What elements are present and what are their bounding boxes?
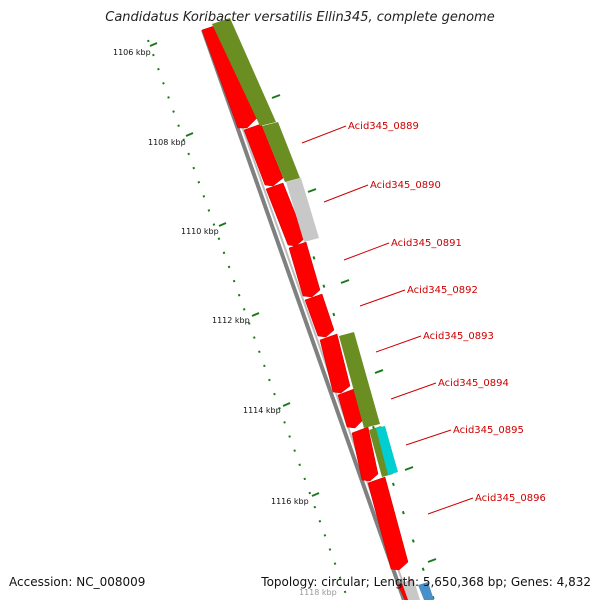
cog-band-blue — [418, 582, 434, 600]
leader-line — [427, 497, 474, 515]
leader-line — [359, 289, 406, 307]
gene-labels: Acid345_0889 Acid345_0890 Acid345_0891 A… — [348, 121, 546, 504]
cog-band-olive — [212, 18, 276, 126]
leader-line — [301, 125, 347, 144]
gene-label: Acid345_0893 — [423, 331, 494, 342]
accession-label: Accession: — [9, 575, 73, 589]
leader-line — [390, 382, 437, 400]
outer-ring-dots — [233, 29, 435, 600]
ruler-label: 1108 kbp — [148, 138, 186, 147]
cog-band-cyan — [376, 426, 398, 475]
outer-ring-ticks — [271, 94, 437, 563]
gene-arrow — [288, 241, 321, 298]
ruler-tick — [251, 312, 260, 317]
gene-label: Acid345_0892 — [407, 285, 478, 296]
genome-stats: Topology: circular; Length: 5,650,368 bp… — [261, 575, 591, 589]
topology-value: circular; — [321, 575, 370, 589]
ruler-label: 1114 kbp — [243, 406, 281, 415]
gene-arrow — [319, 333, 351, 394]
genes-value: 4,832 — [556, 575, 591, 589]
gene-arrow — [351, 426, 379, 482]
length-value: 5,650,368 bp; — [422, 575, 508, 589]
ruler-label: 1106 kbp — [113, 48, 151, 57]
leader-lines — [301, 125, 474, 515]
ruler-label: 1118 kbp — [299, 588, 337, 597]
gene-label: Acid345_0890 — [370, 180, 441, 191]
topology-label: Topology: — [261, 575, 318, 589]
cog-band-grey — [286, 178, 319, 242]
cog-band-grey — [402, 580, 420, 600]
ruler-dots — [147, 39, 349, 600]
ruler-label: 1112 kbp — [212, 316, 250, 325]
ruler-label: 1110 kbp — [181, 227, 219, 236]
ruler-tick — [282, 402, 291, 407]
leader-line — [405, 429, 452, 446]
outer-tick — [307, 188, 317, 193]
genes-label: Genes: — [510, 575, 553, 589]
ruler-label: 1116 kbp — [271, 497, 309, 506]
leader-line — [323, 184, 369, 203]
gene-arrow — [304, 293, 335, 338]
cog-band-olive — [339, 332, 380, 428]
outer-tick — [404, 466, 414, 471]
backbone-outer — [201, 29, 406, 600]
gene-label: Acid345_0889 — [348, 121, 419, 132]
length-label: Length: — [373, 575, 420, 589]
ruler-tick — [311, 492, 320, 497]
gene-label: Acid345_0895 — [453, 425, 524, 436]
outer-tick — [427, 558, 437, 563]
gene-label: Acid345_0891 — [391, 238, 462, 249]
gene-arrow — [265, 182, 306, 247]
gene-arrow — [367, 476, 409, 571]
gene-label: Acid345_0894 — [438, 378, 509, 389]
outer-tick — [374, 369, 384, 374]
outer-tick — [271, 94, 281, 99]
ruler-ticks — [149, 42, 320, 497]
leader-line — [343, 242, 390, 261]
genome-title: Candidatus Koribacter versatilis Ellin34… — [105, 10, 495, 25]
cog-bands — [212, 18, 434, 600]
leader-line — [375, 335, 422, 353]
ruler-tick — [149, 42, 158, 47]
accession-value: NC_008009 — [76, 575, 146, 589]
gene-arrows — [201, 23, 419, 600]
accession-info: Accession: NC_008009 — [9, 575, 145, 589]
outer-tick — [340, 279, 350, 284]
ruler-tick — [218, 222, 227, 227]
gene-arrow — [243, 123, 284, 187]
ruler-tick — [185, 132, 194, 137]
ruler-labels: 1106 kbp 1108 kbp 1110 kbp 1112 kbp 1114… — [113, 48, 337, 597]
gene-label: Acid345_0896 — [475, 493, 546, 504]
cog-band-olive — [262, 122, 300, 182]
